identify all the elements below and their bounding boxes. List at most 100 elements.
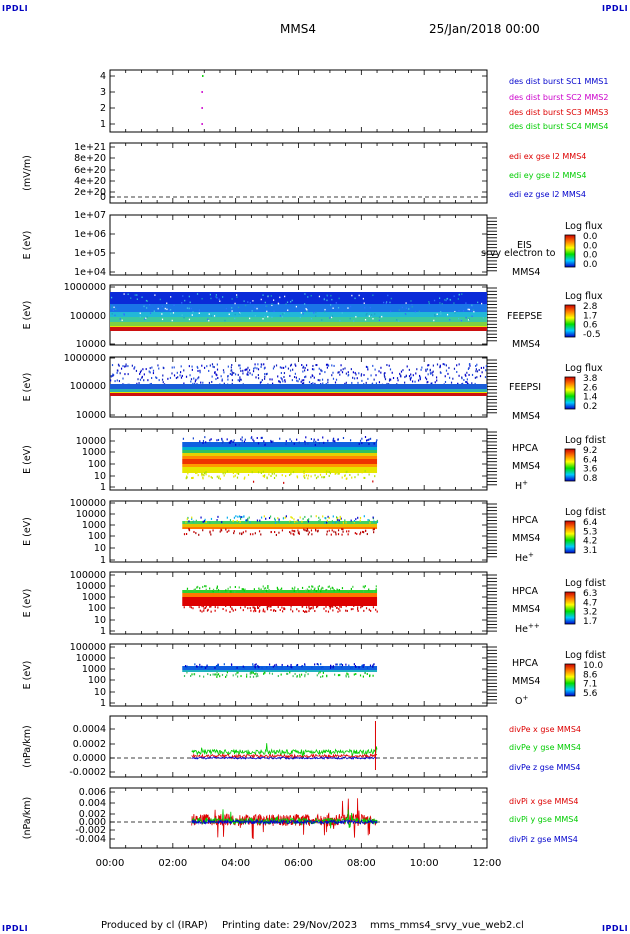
spectrogram-pixel-feepse xyxy=(307,296,309,298)
spectrogram-pixel-hpca_he2 xyxy=(296,590,298,593)
spectrogram-pixel-hpca_h xyxy=(264,474,266,477)
spectrogram-pixel-feepsi xyxy=(444,380,447,383)
spectrogram-pixel-feepse xyxy=(234,317,236,320)
x-tick-label: 12:00 xyxy=(473,858,502,869)
spectrogram-pixel-hpca_he2 xyxy=(305,606,308,609)
spectrogram-pixel-hpca_o xyxy=(320,666,322,669)
y-tick-label: 1e+21 xyxy=(74,142,106,153)
spectrogram-pixel-feepsi xyxy=(317,379,319,382)
spectrogram-pixel-feepsi xyxy=(167,377,169,380)
spectrogram-pixel-feepse xyxy=(468,308,471,311)
spectrogram-pixel-hpca_he1 xyxy=(345,521,347,524)
spectrogram-pixel-hpca_o xyxy=(361,664,363,667)
panel-frame-divpe xyxy=(109,715,488,778)
spectrogram-pixel-feepse xyxy=(183,316,185,319)
spectrogram-pixel-feepse xyxy=(449,318,451,321)
spectrogram-pixel-feepse xyxy=(148,303,151,306)
colorbar-tick-label: 0.0 xyxy=(583,251,598,261)
spectrogram-pixel-hpca_he2 xyxy=(204,606,207,609)
spectrogram-pixel-hpca_o xyxy=(295,664,298,667)
spectrogram-pixel-hpca_he2 xyxy=(327,585,329,588)
spectrogram-pixel-feepse xyxy=(347,307,349,309)
spectrogram-pixel-feepsi xyxy=(474,382,476,385)
spectrogram-pixel-feepsi xyxy=(340,369,342,372)
spectrogram-pixel-hpca_he2 xyxy=(198,606,200,609)
spectrogram-pixel-feepse xyxy=(190,307,193,310)
spectrogram-pixel-feepsi xyxy=(231,363,233,366)
spectrogram-pixel-hpca_he2 xyxy=(357,609,359,612)
spectrogram-pixel-hpca_he1 xyxy=(188,520,190,523)
spectrogram-pixel-feepsi xyxy=(257,368,260,371)
spectrogram-pixel-hpca_he2 xyxy=(321,586,323,589)
spectrogram-pixel-hpca_he2 xyxy=(186,589,188,592)
spectrogram-pixel-feepse xyxy=(231,307,233,309)
date-title: 25/Jan/2018 00:00 xyxy=(429,22,540,36)
spectrogram-pixel-hpca_he2 xyxy=(239,606,242,609)
colorbar-tick-label: 0.8 xyxy=(583,474,598,484)
spectrogram-pixel-hpca_h xyxy=(368,443,370,446)
spectrogram-pixel-hpca_h xyxy=(275,474,277,477)
spectrogram-pixel-hpca_h xyxy=(303,471,305,474)
colorbar-title: Log fdist xyxy=(565,650,606,661)
spectrogram-pixel-hpca_he2 xyxy=(197,585,199,588)
spectrogram-pixel-hpca_h xyxy=(359,439,362,442)
spectrogram-pixel-hpca_he2 xyxy=(375,608,377,611)
spectrogram-pixel-hpca_o xyxy=(236,666,238,669)
spectrogram-pixel-feepsi xyxy=(251,373,253,376)
spectrogram-pixel-hpca_h xyxy=(233,475,235,478)
spectrogram-pixel-hpca_h xyxy=(373,442,375,445)
spectrogram-pixel-feepsi xyxy=(238,380,241,383)
spectrogram-pixel-feepse xyxy=(324,308,326,311)
spectrogram-pixel-hpca_he2 xyxy=(317,586,319,589)
spectrogram-pixel-hpca_he2 xyxy=(254,607,256,610)
spectrogram-pixel-hpca_he2 xyxy=(312,585,314,588)
spectrogram-pixel-feepsi xyxy=(333,364,335,367)
spectrogram-pixel-hpca_he1 xyxy=(306,528,308,531)
spectrogram-pixel-feepse xyxy=(186,307,189,309)
spectrogram-pixel-feepsi xyxy=(265,373,268,376)
spectrogram-pixel-hpca_he1 xyxy=(319,518,321,521)
spectrogram-pixel-feepsi xyxy=(173,374,176,377)
spectrogram-pixel-feepsi xyxy=(233,372,235,375)
spectrogram-pixel-feepse xyxy=(218,298,220,301)
y-tick-label: 10 xyxy=(94,543,106,554)
spectrogram-pixel-feepsi xyxy=(272,367,275,370)
legend-entry: divPi y gse MMS4 xyxy=(509,815,578,824)
spectrogram-pixel-hpca_o xyxy=(341,664,344,667)
instrument-label: FEEPSI xyxy=(509,382,541,393)
spectrogram-pixel-hpca_he2 xyxy=(266,606,268,609)
spectrogram-pixel-hpca_he1 xyxy=(260,533,262,536)
spectrogram-pixel-feepsi xyxy=(188,365,190,368)
spectrogram-pixel-hpca_he1 xyxy=(303,528,305,531)
spectrogram-pixel-hpca_he2 xyxy=(296,608,298,611)
spectrogram-pixel-hpca_o xyxy=(264,671,266,674)
spectrogram-pixel-feepsi xyxy=(124,373,126,376)
spectrogram-pixel-hpca_o xyxy=(346,672,348,675)
spectrogram-pixel-feepsi xyxy=(213,366,215,369)
spectrogram-pixel-hpca_h xyxy=(235,443,237,446)
spectrogram-pixel-hpca_he1 xyxy=(305,529,308,532)
spectrogram-pixel-hpca_o xyxy=(249,675,251,678)
spectrogram-band-hpca_he2 xyxy=(182,593,378,597)
spectrogram-pixel-feepsi xyxy=(202,381,204,384)
spectrogram-pixel-hpca_he1 xyxy=(325,517,327,520)
spectrogram-pixel-hpca_h xyxy=(293,442,295,445)
spectrogram-pixel-hpca_o xyxy=(353,673,355,676)
y-tick-label: 4e+20 xyxy=(74,176,106,187)
spectrogram-pixel-hpca_h xyxy=(192,437,194,440)
spectrogram-pixel-hpca_h xyxy=(322,436,324,439)
spectrogram-pixel-hpca_h xyxy=(210,438,212,441)
spectrogram-pixel-hpca_h xyxy=(226,438,228,441)
spectrogram-pixel-hpca_he2 xyxy=(193,588,195,591)
x-tick-label: 10:00 xyxy=(410,858,439,869)
spectrogram-pixel-feepsi xyxy=(471,382,473,385)
spectrogram-pixel-feepsi xyxy=(302,366,304,369)
spectrogram-pixel-feepsi xyxy=(466,381,468,384)
spectrogram-pixel-hpca_he1 xyxy=(372,516,374,519)
spectrogram-pixel-feepsi xyxy=(303,369,306,372)
spectrogram-pixel-feepsi xyxy=(312,374,314,377)
spectrogram-pixel-hpca_he1 xyxy=(191,516,193,519)
spectrogram-pixel-hpca_h xyxy=(250,437,252,440)
spectrogram-pixel-feepse xyxy=(310,317,313,320)
legend-entry: edi ex gse l2 MMS4 xyxy=(509,152,586,161)
